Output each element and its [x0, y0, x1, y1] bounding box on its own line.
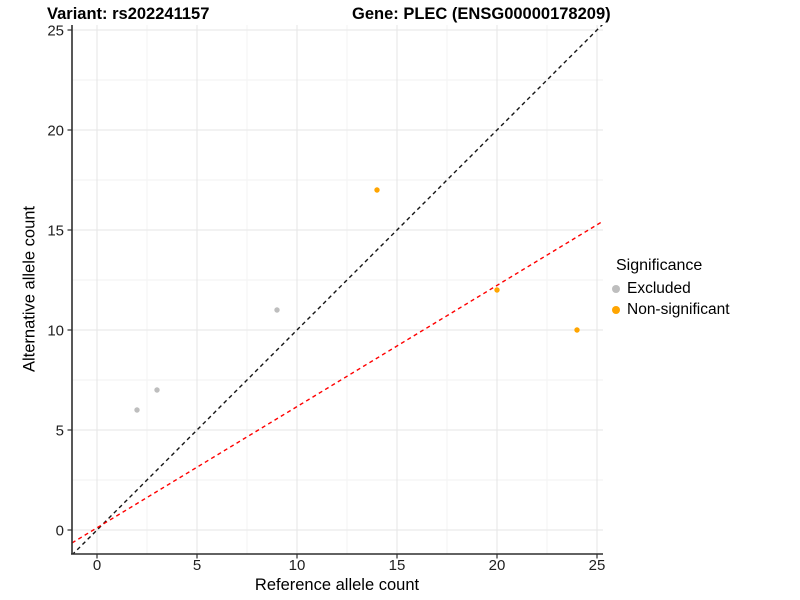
y-tick-label: 5	[56, 423, 64, 440]
x-axis-title: Reference allele count	[254, 576, 420, 594]
x-tick-label: 25	[589, 557, 606, 574]
legend-item-excluded: Excluded	[605, 278, 730, 299]
identity-line	[72, 25, 603, 554]
x-tick-label: 5	[193, 557, 201, 574]
x-tick-label: 15	[389, 557, 406, 574]
axes	[71, 25, 603, 555]
plot-title-variant: Variant: rs202241157	[47, 5, 210, 23]
data-point-excluded	[154, 387, 160, 393]
axis-tick-labels: 0 5 10 15 20 25 0 5 10 15 20 25	[47, 23, 605, 575]
axis-ticks	[67, 29, 598, 559]
y-axis-title: Alternative allele count	[20, 205, 39, 373]
data-point-non-significant	[574, 327, 580, 333]
x-tick-label: 0	[93, 557, 101, 574]
legend-item-label: Excluded	[627, 279, 691, 297]
y-tick-label: 20	[47, 123, 64, 140]
legend-items: Excluded Non-significant	[605, 278, 730, 320]
plot-title-gene: Gene: PLEC (ENSG00000178209)	[352, 5, 611, 23]
legend-item-non-significant: Non-significant	[605, 299, 730, 320]
data-point-non-significant	[494, 287, 500, 293]
data-point-excluded	[274, 307, 280, 313]
data-points	[134, 187, 580, 413]
y-tick-label: 10	[47, 323, 64, 340]
expected-ratio-line	[72, 220, 603, 544]
legend-swatch-icon	[612, 284, 620, 293]
legend-swatch-icon	[612, 305, 620, 314]
y-tick-label: 25	[47, 23, 64, 40]
legend-title: Significance	[616, 257, 703, 274]
legend: Significance Excluded Non-significant	[605, 257, 730, 320]
minor-gridlines	[72, 25, 603, 554]
data-point-excluded	[134, 407, 140, 413]
y-tick-label: 0	[56, 523, 64, 540]
legend-item-label: Non-significant	[627, 300, 730, 318]
y-tick-label: 15	[47, 223, 64, 240]
x-tick-label: 20	[489, 557, 506, 574]
major-gridlines	[72, 25, 603, 554]
data-point-non-significant	[374, 187, 380, 193]
reference-lines	[72, 25, 603, 554]
x-tick-label: 10	[289, 557, 306, 574]
